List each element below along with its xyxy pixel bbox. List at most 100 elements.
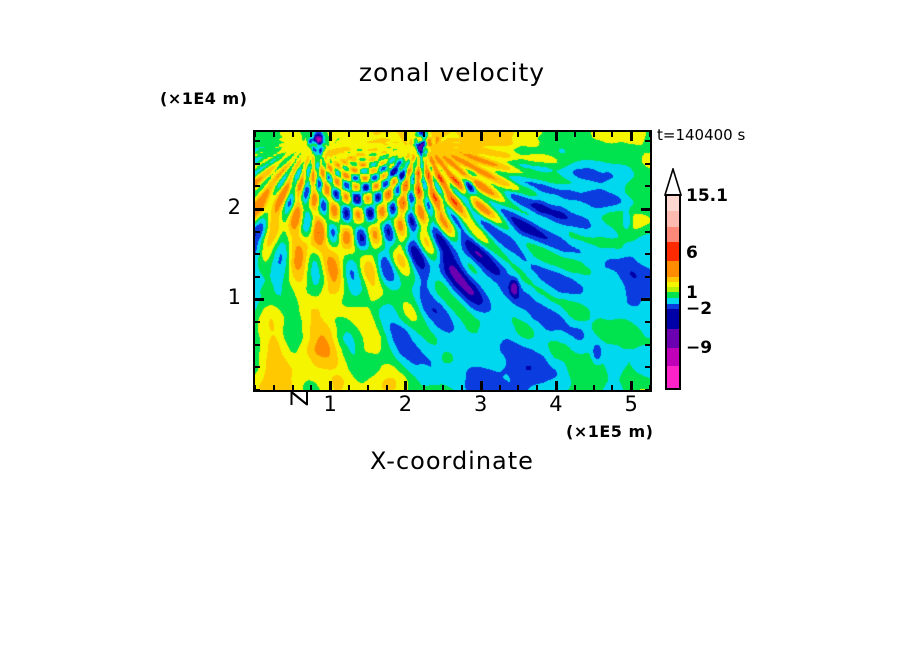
x-minor-tick-top xyxy=(366,132,369,137)
x-minor-tick xyxy=(573,385,576,390)
colorbar-band xyxy=(667,292,679,298)
x-minor-tick xyxy=(385,385,388,390)
colorbar xyxy=(663,168,683,392)
x-major-tick-top xyxy=(479,132,483,141)
y-minor-tick xyxy=(255,230,260,233)
x-minor-tick-top xyxy=(423,132,426,137)
x-minor-tick-top xyxy=(310,132,313,137)
x-minor-tick xyxy=(366,385,369,390)
x-axis-label: X-coordinate xyxy=(370,447,534,475)
x-major-tick xyxy=(630,381,634,390)
colorbar-tick-label: 1 xyxy=(686,283,698,303)
colorbar-tick-label: −2 xyxy=(686,299,713,319)
x-minor-tick xyxy=(310,385,313,390)
y-major-tick-right xyxy=(641,298,650,302)
x-minor-tick-top xyxy=(348,132,351,137)
x-minor-tick xyxy=(592,385,595,390)
y-minor-tick-right xyxy=(645,185,650,188)
x-minor-tick xyxy=(649,385,651,390)
x-minor-tick xyxy=(348,385,351,390)
x-major-tick xyxy=(404,381,408,390)
colorbar-tick-label: −9 xyxy=(686,338,713,358)
x-minor-tick-top xyxy=(498,132,501,137)
x-minor-tick-top xyxy=(272,132,275,137)
x-tick-label: 2 xyxy=(398,392,413,416)
x-minor-tick-top xyxy=(442,132,445,137)
colorbar-tick-label: 15.1 xyxy=(686,186,728,206)
x-minor-tick xyxy=(536,385,539,390)
y-tick-label: 1 xyxy=(227,285,241,310)
x-tick-label: 1 xyxy=(323,392,337,416)
contour-plot-area xyxy=(253,130,652,392)
y-axis-unit-label: (×1E4 m) xyxy=(160,89,248,108)
x-minor-tick xyxy=(423,385,426,390)
colorbar-band xyxy=(667,329,679,348)
y-minor-tick-right xyxy=(645,230,650,233)
x-minor-tick-top xyxy=(573,132,576,137)
x-major-tick-top xyxy=(404,132,408,141)
x-major-tick xyxy=(329,381,333,390)
x-minor-tick-top xyxy=(385,132,388,137)
colorbar-band xyxy=(667,347,679,366)
x-minor-tick xyxy=(517,385,520,390)
x-major-tick-top xyxy=(329,132,333,141)
x-tick-label: 4 xyxy=(549,392,563,416)
y-minor-tick-right xyxy=(645,253,650,256)
colorbar-band xyxy=(667,210,679,228)
y-minor-tick xyxy=(255,275,260,278)
x-minor-tick-top xyxy=(536,132,539,137)
y-minor-tick-right xyxy=(645,162,650,165)
colorbar-band xyxy=(667,260,679,278)
y-minor-tick xyxy=(255,253,260,256)
colorbar-band xyxy=(667,303,679,310)
y-minor-tick xyxy=(255,321,260,324)
colorbar-gradient xyxy=(665,194,681,390)
y-minor-tick xyxy=(255,389,260,391)
page-title: zonal velocity xyxy=(358,58,546,87)
y-minor-tick xyxy=(255,162,260,165)
time-annotation: t=140400 s xyxy=(657,126,746,144)
y-minor-tick xyxy=(255,185,260,188)
x-minor-tick-top xyxy=(460,132,463,137)
x-minor-tick xyxy=(254,385,256,390)
x-minor-tick xyxy=(611,385,614,390)
colorbar-band xyxy=(667,365,679,388)
x-minor-tick xyxy=(272,385,275,390)
velocity-field-heatmap xyxy=(255,132,650,390)
x-major-tick-top xyxy=(554,132,558,141)
x-minor-tick xyxy=(291,385,294,390)
y-major-tick xyxy=(255,207,264,211)
x-minor-tick-top xyxy=(254,132,256,137)
y-major-tick-right xyxy=(641,207,650,211)
x-minor-tick-top xyxy=(592,132,595,137)
colorbar-extend-arrow-icon xyxy=(663,168,683,196)
y-minor-tick xyxy=(255,140,260,143)
x-major-tick xyxy=(479,381,483,390)
y-major-tick xyxy=(255,298,264,302)
colorbar-band xyxy=(667,227,679,243)
x-axis-unit-label: (×1E5 m) xyxy=(566,422,654,441)
y-minor-tick-right xyxy=(645,389,650,391)
y-minor-tick-right xyxy=(645,343,650,346)
x-minor-tick-top xyxy=(291,132,294,137)
y-minor-tick-right xyxy=(645,275,650,278)
x-major-tick xyxy=(554,381,558,390)
colorbar-band xyxy=(667,287,679,292)
y-minor-tick-right xyxy=(645,140,650,143)
y-minor-tick-right xyxy=(645,321,650,324)
colorbar-band xyxy=(667,297,679,304)
colorbar-tick-label: 6 xyxy=(686,243,698,263)
x-minor-tick-top xyxy=(611,132,614,137)
x-minor-tick-top xyxy=(649,132,651,137)
colorbar-band xyxy=(667,196,679,211)
y-minor-tick xyxy=(255,343,260,346)
x-tick-label: 5 xyxy=(624,392,638,416)
colorbar-band xyxy=(667,282,679,288)
x-tick-label: 3 xyxy=(474,392,488,416)
x-minor-tick xyxy=(460,385,463,390)
y-minor-tick-right xyxy=(645,366,650,369)
colorbar-band xyxy=(667,242,679,261)
x-minor-tick-top xyxy=(517,132,520,137)
x-minor-tick xyxy=(498,385,501,390)
colorbar-band xyxy=(667,309,679,330)
